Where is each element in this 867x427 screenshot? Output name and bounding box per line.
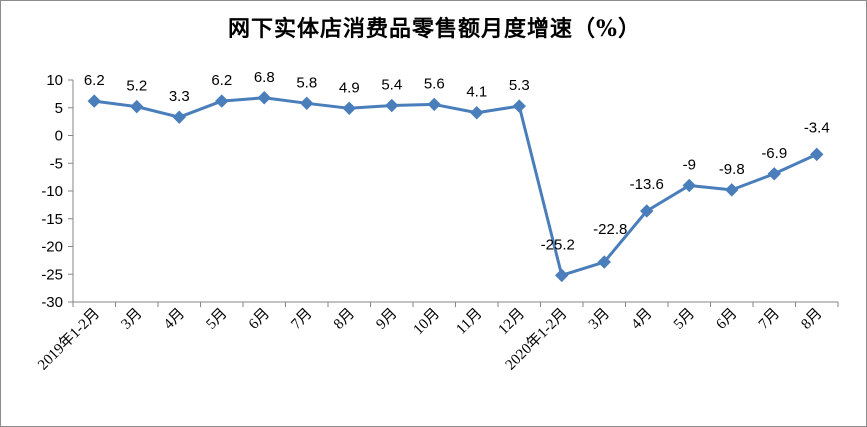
data-point-marker xyxy=(257,91,271,105)
data-point-marker xyxy=(725,183,739,197)
data-point-marker xyxy=(87,94,101,108)
y-tick-label: 10 xyxy=(46,72,63,89)
y-tick-label: -25 xyxy=(41,266,63,283)
x-tick-label: 12月 xyxy=(496,306,529,339)
y-tick-labels: 10 5 0 -5 -10 -15 -20 -25 -30 xyxy=(41,72,63,311)
y-tick-label: 5 xyxy=(55,100,63,117)
x-tick-label: 6月 xyxy=(246,306,273,333)
data-point-marker xyxy=(427,97,441,112)
x-tick-label: 3月 xyxy=(118,306,145,333)
data-point-marker xyxy=(172,110,186,124)
data-point-marker xyxy=(300,96,314,111)
data-label: -13.6 xyxy=(630,176,664,193)
data-label: -22.8 xyxy=(593,221,627,238)
data-point-marker xyxy=(810,147,824,162)
data-label: 5.6 xyxy=(424,75,445,92)
y-tick-label: -20 xyxy=(41,239,63,256)
x-tick-label: 9月 xyxy=(373,306,400,333)
y-tick-label: -10 xyxy=(41,183,63,200)
x-tick-label: 11月 xyxy=(453,306,485,338)
data-point-marker xyxy=(130,99,144,114)
x-tick-label: 2019年1-2月 xyxy=(34,305,103,374)
data-label: -6.9 xyxy=(761,145,787,162)
data-label: -9 xyxy=(683,156,696,173)
x-tick-label: 6月 xyxy=(713,306,740,333)
y-tick-label: -30 xyxy=(41,294,63,311)
data-label: 5.2 xyxy=(126,78,147,95)
x-tick-label: 5月 xyxy=(671,306,698,333)
data-point-marker xyxy=(767,167,781,181)
x-tick-label: 3月 xyxy=(586,306,613,333)
data-labels: 6.2 5.2 3.3 6.2 6.8 5.8 4.9 5.4 5.6 4.1 5.3 -25.2 -2… xyxy=(84,69,830,254)
data-point-marker xyxy=(512,99,526,113)
x-tick-label: 5月 xyxy=(203,306,230,333)
data-label: -25.2 xyxy=(541,236,575,253)
x-tick-labels: 2019年1-2月 3月 4月 5月 6月 7月 8月 9月 10月 11月 12月2020年1-2… xyxy=(34,305,825,374)
data-label: 5.4 xyxy=(381,77,402,94)
y-tick-label: 0 xyxy=(55,128,63,145)
axes xyxy=(68,79,839,307)
data-label: 5.3 xyxy=(509,77,530,94)
data-point-marker xyxy=(597,255,611,269)
x-tick-label: 7月 xyxy=(288,306,315,333)
data-label: 4.9 xyxy=(339,79,360,96)
data-label: -9.8 xyxy=(719,161,745,178)
data-point-marker xyxy=(342,101,356,116)
x-tick-label: 7月 xyxy=(756,306,783,333)
data-point-marker xyxy=(555,268,569,283)
data-point-marker xyxy=(682,178,696,193)
series-line-path xyxy=(94,96,818,277)
data-label: 4.1 xyxy=(466,84,487,101)
x-tick-label: 4月 xyxy=(628,306,655,333)
data-point-marker xyxy=(470,106,484,120)
chart-title: 网下实体店消费品零售额月度增速（%） xyxy=(228,16,641,42)
data-label: 6.2 xyxy=(211,72,232,89)
data-point-marker xyxy=(385,98,399,113)
y-tick-label: -5 xyxy=(50,155,63,172)
data-point-marker xyxy=(215,94,229,108)
data-point-marker xyxy=(640,204,654,218)
data-label: 5.8 xyxy=(296,74,317,91)
x-tick-label: 8月 xyxy=(331,306,358,333)
data-label: 6.8 xyxy=(254,69,275,86)
x-tick-label: 10月 xyxy=(411,306,444,339)
x-tick-label: 4月 xyxy=(161,306,188,333)
data-label: 6.2 xyxy=(84,72,105,89)
data-label: 3.3 xyxy=(169,88,190,105)
data-label: -3.4 xyxy=(804,119,830,136)
x-tick-label: 8月 xyxy=(798,306,825,333)
series-line xyxy=(87,91,824,283)
y-tick-label: -15 xyxy=(41,211,63,228)
